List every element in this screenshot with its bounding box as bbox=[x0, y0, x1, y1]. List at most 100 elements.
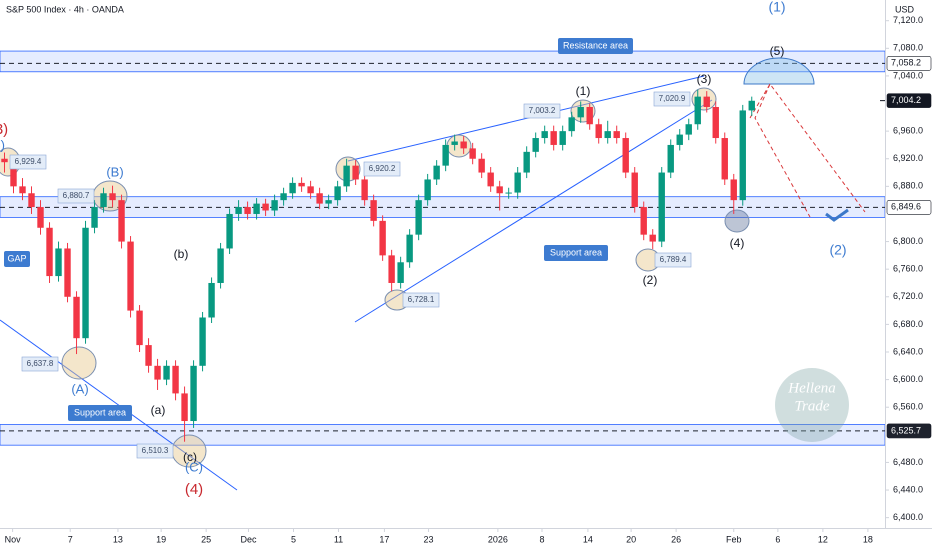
price-note-box bbox=[9, 154, 47, 170]
highlight bbox=[446, 134, 472, 158]
trend-line bbox=[347, 75, 705, 162]
candle-body bbox=[730, 179, 737, 201]
candle-body bbox=[559, 131, 566, 145]
candle-body bbox=[208, 282, 215, 318]
currency: USD bbox=[895, 4, 915, 14]
candle-body bbox=[586, 106, 593, 125]
x-tick-label: 26 bbox=[671, 534, 681, 544]
price-label-box bbox=[886, 423, 932, 439]
candle-body bbox=[577, 106, 584, 118]
candle-body bbox=[226, 213, 233, 249]
x-tick-label: Feb bbox=[726, 534, 742, 544]
x-tick-label: 2026 bbox=[488, 534, 508, 544]
candle-body bbox=[523, 151, 530, 173]
candle-body bbox=[181, 393, 188, 422]
candle-body bbox=[109, 193, 116, 201]
price-note: 6,637.8 bbox=[27, 359, 54, 368]
price-note-box bbox=[57, 188, 95, 204]
candle-body bbox=[1, 158, 8, 163]
candle-body bbox=[118, 200, 125, 242]
candle-body bbox=[433, 165, 440, 180]
candle-body bbox=[703, 96, 710, 107]
price-note-box bbox=[21, 356, 59, 372]
zone bbox=[0, 50, 885, 73]
candle-body bbox=[244, 207, 251, 214]
price-note: 6,929.4 bbox=[15, 157, 42, 166]
candle-body bbox=[568, 117, 575, 132]
candle-body bbox=[217, 248, 224, 283]
y-tick-label: 6,760.0 bbox=[893, 264, 923, 274]
wave-label: (C) bbox=[185, 459, 203, 474]
wave-label: (2) bbox=[829, 242, 846, 258]
x-tick-label: 25 bbox=[201, 534, 211, 544]
wave-label: (5) bbox=[0, 137, 5, 152]
candle-body bbox=[505, 192, 512, 194]
price-label-box bbox=[886, 200, 932, 215]
y-tick-label: 6,720.0 bbox=[893, 291, 923, 301]
candle-body bbox=[154, 365, 161, 380]
chart-title: S&P 500 Index · 4h · OANDA bbox=[6, 4, 124, 14]
x-tick-label: 5 bbox=[291, 534, 296, 544]
callout-label: GAP bbox=[7, 253, 26, 263]
highlight bbox=[61, 346, 97, 380]
price-note: 6,728.1 bbox=[408, 295, 435, 304]
candle-body bbox=[496, 186, 503, 194]
wave-label: (A) bbox=[71, 381, 88, 396]
watermark: Hellena bbox=[787, 380, 835, 396]
candle-body bbox=[190, 365, 197, 422]
price-label: 7,058.2 bbox=[891, 58, 921, 68]
x-tick-label: 20 bbox=[626, 534, 636, 544]
y-tick-label: 6,680.0 bbox=[893, 319, 923, 329]
candle-body bbox=[163, 365, 170, 380]
candle-body bbox=[487, 172, 494, 187]
x-tick-label: 19 bbox=[156, 534, 166, 544]
callout-label: Support area bbox=[550, 247, 602, 257]
candle-body bbox=[235, 207, 242, 214]
candle-body bbox=[316, 193, 323, 204]
watermark-circle bbox=[775, 368, 849, 442]
wave-label: (5) bbox=[770, 44, 785, 58]
price-note-box bbox=[653, 91, 691, 107]
wave-label: (1) bbox=[576, 84, 591, 98]
wave-label: (3) bbox=[697, 72, 712, 86]
candle-body bbox=[91, 207, 98, 228]
x-tick-label: 12 bbox=[818, 534, 828, 544]
candle-body bbox=[334, 186, 341, 201]
x-tick-label: 23 bbox=[424, 534, 434, 544]
candle-body bbox=[352, 165, 359, 180]
candle-body bbox=[136, 310, 143, 346]
candle-body bbox=[478, 158, 485, 173]
wave-label: (1) bbox=[768, 0, 785, 15]
price-label: 6,849.6 bbox=[891, 202, 921, 212]
x-tick-label: 14 bbox=[583, 534, 593, 544]
x-tick-label: 17 bbox=[379, 534, 389, 544]
candle-body bbox=[289, 182, 296, 194]
candle-body bbox=[10, 162, 17, 187]
candle-body bbox=[739, 110, 746, 201]
price-label-box bbox=[886, 56, 932, 71]
candle-body bbox=[64, 248, 71, 297]
candle-body bbox=[658, 172, 665, 242]
y-tick-label: 6,920.0 bbox=[893, 153, 923, 163]
price-note-box bbox=[523, 103, 561, 119]
price-note: 6,510.3 bbox=[142, 446, 169, 455]
price-label-box bbox=[886, 93, 932, 108]
check-mark bbox=[825, 208, 849, 222]
price-note-box bbox=[363, 161, 401, 177]
candle-body bbox=[541, 131, 548, 139]
candle-body bbox=[676, 134, 683, 145]
candle-body bbox=[748, 100, 755, 111]
wave-label: (4) bbox=[185, 481, 203, 498]
price-note-box bbox=[136, 443, 174, 459]
candle-body bbox=[307, 186, 314, 194]
x-tick-label: 18 bbox=[863, 534, 873, 544]
candle-body bbox=[460, 141, 467, 149]
candle-body bbox=[19, 186, 26, 194]
x-tick-label: Nov bbox=[5, 534, 22, 544]
candle-body bbox=[595, 124, 602, 139]
wave-label: (2) bbox=[643, 273, 658, 287]
callout-box bbox=[68, 405, 132, 421]
candle-body bbox=[298, 182, 305, 187]
candle-body bbox=[199, 317, 206, 366]
y-tick-label: 6,440.0 bbox=[893, 484, 923, 494]
